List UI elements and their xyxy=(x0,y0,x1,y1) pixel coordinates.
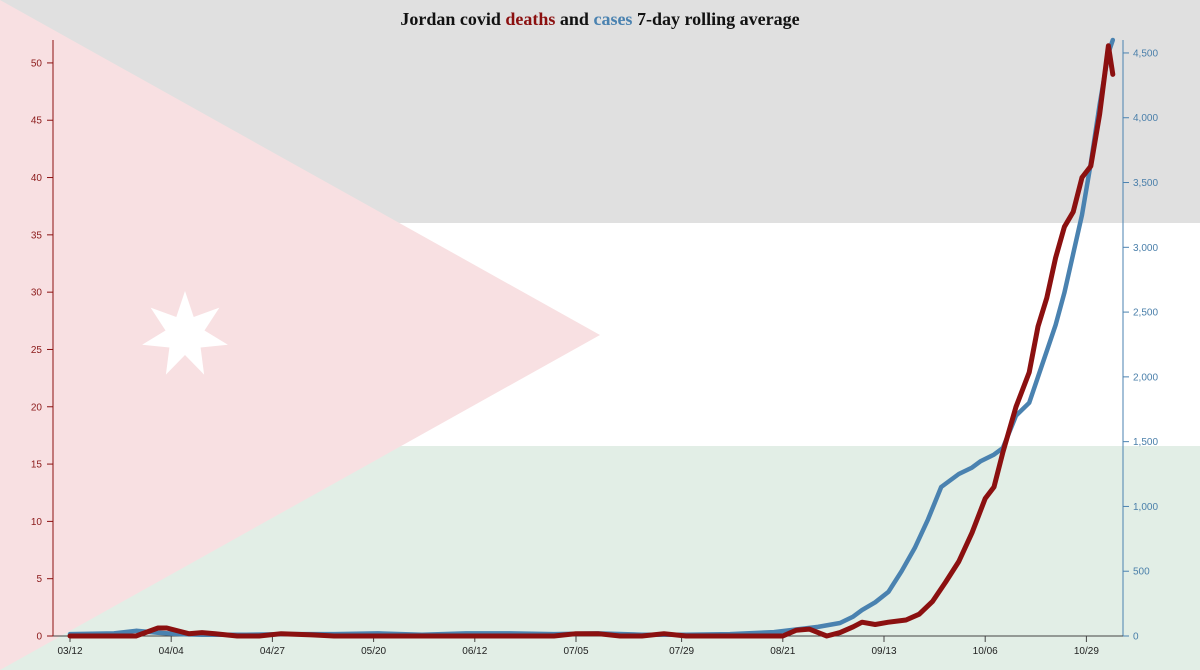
series-lines xyxy=(67,37,1116,639)
right-tick-label: 4,000 xyxy=(1133,113,1158,124)
x-tick-label: 08/21 xyxy=(770,646,795,657)
right-tick-label: 2,000 xyxy=(1133,372,1158,383)
left-tick-label: 5 xyxy=(36,574,42,585)
left-tick-label: 40 xyxy=(31,173,43,184)
x-tick-label: 04/04 xyxy=(159,646,184,657)
x-tick-label: 06/12 xyxy=(462,646,487,657)
x-tick-label: 10/29 xyxy=(1074,646,1099,657)
left-tick-label: 15 xyxy=(31,460,43,471)
left-tick-label: 45 xyxy=(31,116,43,127)
x-tick-label: 07/29 xyxy=(669,646,694,657)
title-part2: and xyxy=(555,9,593,29)
right-tick-label: 2,500 xyxy=(1133,308,1158,319)
x-tick-label: 07/05 xyxy=(563,646,588,657)
title-deaths-word: deaths xyxy=(505,9,555,29)
left-tick-label: 20 xyxy=(31,402,43,413)
star-icon xyxy=(142,291,228,375)
x-tick-label: 05/20 xyxy=(361,646,386,657)
left-tick-label: 30 xyxy=(31,288,43,299)
right-tick-label: 4,500 xyxy=(1133,48,1158,59)
right-tick-label: 3,500 xyxy=(1133,178,1158,189)
flag-red-triangle xyxy=(0,0,600,670)
x-tick-label: 10/06 xyxy=(973,646,998,657)
title-part1: Jordan covid xyxy=(400,9,505,29)
right-tick-label: 3,000 xyxy=(1133,243,1158,254)
title-cases-word: cases xyxy=(593,9,632,29)
left-tick-label: 0 xyxy=(36,632,42,643)
x-tick-label: 04/27 xyxy=(260,646,285,657)
left-tick-label: 50 xyxy=(31,58,43,69)
x-tick-label: 03/12 xyxy=(57,646,82,657)
left-tick-label: 10 xyxy=(31,517,43,528)
right-tick-label: 1,500 xyxy=(1133,437,1158,448)
right-tick-label: 0 xyxy=(1133,632,1139,643)
deaths-series-line xyxy=(67,43,1116,639)
left-tick-label: 35 xyxy=(31,230,43,241)
right-tick-label: 1,000 xyxy=(1133,502,1158,513)
x-tick-label: 09/13 xyxy=(871,646,896,657)
title-part3: 7-day rolling average xyxy=(632,9,799,29)
chart-title: Jordan covid deaths and cases 7-day roll… xyxy=(400,9,799,29)
left-tick-label: 25 xyxy=(31,345,43,356)
right-tick-label: 500 xyxy=(1133,567,1150,578)
